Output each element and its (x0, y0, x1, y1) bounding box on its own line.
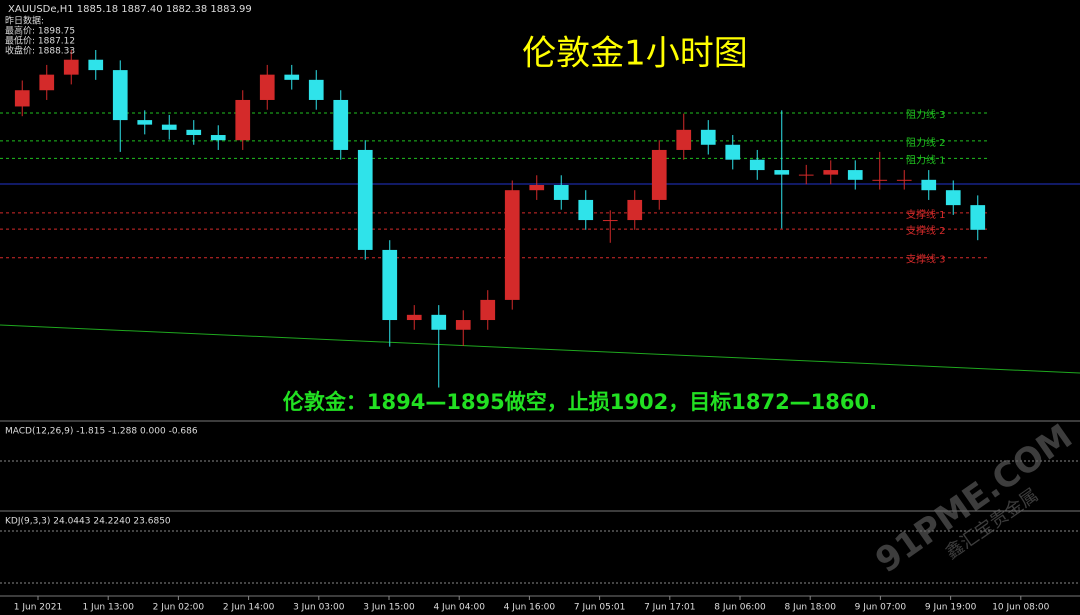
info-line: 昨日数据: (5, 15, 44, 27)
x-tick-label: 7 Jun 17:01 (644, 603, 695, 613)
x-tick-label: 1 Jun 13:00 (82, 603, 134, 613)
trend-line (0, 324, 1080, 374)
candle-body (455, 320, 471, 330)
candle-body (725, 144, 741, 160)
level-label: 支撑线 3 (906, 253, 946, 266)
candle-body (945, 190, 961, 206)
level-label: 支撑线 1 (906, 208, 946, 221)
candle-body (896, 179, 912, 181)
x-tick-label: 8 Jun 06:00 (714, 603, 766, 613)
x-tick-label: 9 Jun 07:00 (855, 603, 907, 613)
candle-body (112, 70, 128, 121)
chart-title: 伦敦金1小时图 (522, 34, 748, 74)
candle-body (823, 170, 839, 175)
candle-body (210, 135, 226, 141)
symbol-header: XAUUSDe,H1 1885.18 1887.40 1882.38 1883.… (8, 4, 252, 15)
x-tick-label: 2 Jun 14:00 (223, 603, 275, 613)
candle-body (382, 249, 398, 321)
x-tick-label: 10 Jun 08:00 (992, 603, 1049, 613)
candle-body (63, 59, 79, 75)
x-tick-label: 1 Jun 2021 (14, 603, 62, 613)
candle-body (357, 149, 373, 250)
candle-body (749, 159, 765, 171)
candle-body (627, 199, 643, 221)
candle-body (847, 170, 863, 180)
candle-body (88, 59, 104, 71)
info-line: 收盘价: 1888.33 (5, 45, 75, 57)
kdj-header: KDJ(9,3,3) 24.0443 24.2240 23.6850 (5, 517, 171, 527)
x-tick-label: 3 Jun 15:00 (363, 603, 415, 613)
candle-body (553, 185, 569, 200)
candle-body (14, 90, 30, 107)
x-tick-label: 8 Jun 18:00 (784, 603, 836, 613)
candle-body (431, 314, 447, 330)
x-tick-label: 9 Jun 19:00 (925, 603, 977, 613)
candle-body (504, 190, 520, 300)
candle-body (774, 170, 790, 175)
candle-body (284, 74, 300, 80)
candle-body (578, 199, 594, 221)
x-tick-label: 4 Jun 16:00 (504, 603, 556, 613)
candle-body (676, 129, 692, 150)
x-tick-label: 2 Jun 02:00 (153, 603, 205, 613)
info-line: 最低价: 1887.12 (5, 35, 75, 47)
candle-body (406, 314, 422, 321)
candle-body (970, 205, 986, 230)
level-label: 支撑线 2 (906, 224, 946, 237)
info-line: 最高价: 1898.75 (5, 25, 75, 37)
candle-body (921, 179, 937, 191)
level-label: 阻力线 2 (906, 136, 946, 149)
candle-body (651, 149, 667, 200)
candle-body (798, 174, 814, 176)
x-tick-label: 3 Jun 03:00 (293, 603, 345, 613)
candle-body (308, 79, 324, 100)
macd-header: MACD(12,26,9) -1.815 -1.288 0.000 -0.686 (5, 427, 198, 437)
candle-body (602, 220, 618, 222)
candle-body (700, 129, 716, 145)
candle-body (235, 99, 251, 141)
candle-body (186, 129, 202, 136)
level-label: 阻力线 1 (906, 153, 946, 166)
candle-body (39, 74, 55, 91)
candle-body (872, 179, 888, 181)
x-tick-label: 7 Jun 05:01 (574, 603, 625, 613)
candle-body (480, 299, 496, 321)
level-label: 阻力线 3 (906, 108, 946, 121)
candle-body (137, 120, 153, 125)
candle-body (259, 74, 275, 100)
candle-body (333, 99, 349, 150)
annotation: 伦敦金：1894—1895做空，止损1902，目标1872—1860. (283, 390, 877, 414)
x-tick-label: 4 Jun 04:00 (433, 603, 485, 613)
candle-body (529, 185, 545, 191)
candle-body (161, 124, 177, 130)
